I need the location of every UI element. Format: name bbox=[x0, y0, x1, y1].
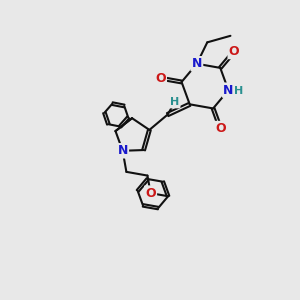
Text: H: H bbox=[170, 97, 179, 107]
Text: N: N bbox=[118, 144, 128, 157]
Text: H: H bbox=[234, 86, 243, 96]
Text: O: O bbox=[215, 122, 226, 135]
Text: O: O bbox=[229, 45, 239, 58]
Text: O: O bbox=[145, 187, 156, 200]
Text: O: O bbox=[155, 72, 166, 85]
Text: N: N bbox=[223, 84, 234, 97]
Text: N: N bbox=[192, 57, 202, 70]
